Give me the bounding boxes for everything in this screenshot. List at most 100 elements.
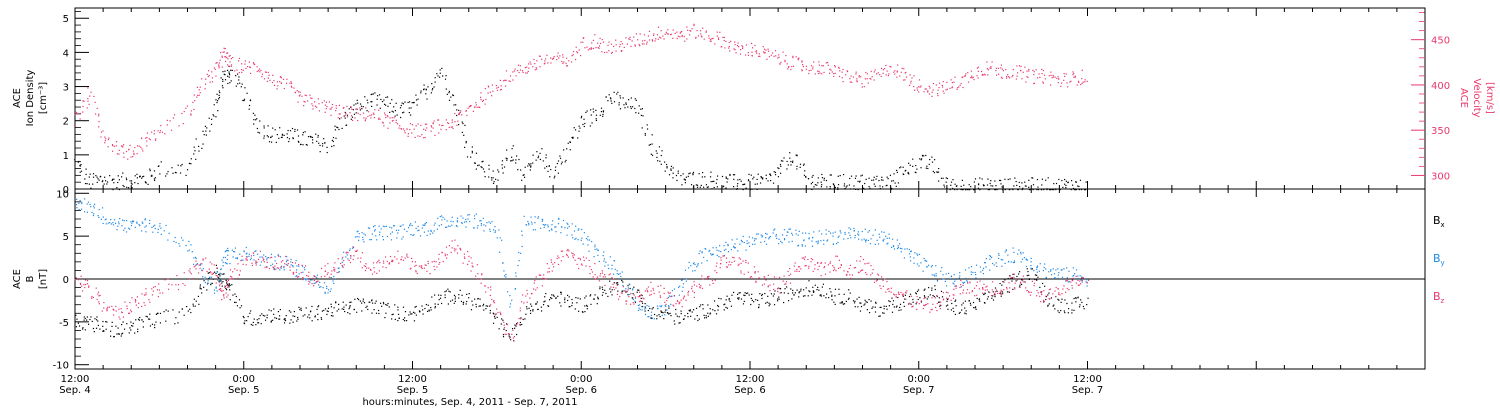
by-point [467,218,469,220]
velocity-point [611,51,613,53]
bx-point [453,302,455,304]
top-ylabel-line3: [cm⁻³] [38,82,49,114]
density-point [102,180,104,182]
bz-point [639,300,642,302]
velocity-point [254,63,256,66]
by-point [407,227,410,229]
density-point [696,184,699,186]
top-plot-area [73,23,1088,191]
velocity-point [454,121,456,123]
bx-point [679,322,681,324]
by-point [305,278,307,280]
bx-point [903,305,905,307]
by-point [216,271,219,273]
by-point [462,217,464,219]
bx-point [427,304,429,306]
density-point [560,163,563,165]
by-point [382,235,384,238]
bx-point [421,305,423,307]
velocity-point [280,82,283,84]
by-point [928,264,930,266]
bz-point [386,260,388,262]
bx-point [808,290,810,292]
density-point [420,90,422,92]
by-point [604,265,606,267]
by-point [118,221,120,223]
by-point [647,316,649,318]
bx-point [1073,297,1075,300]
by-point [1075,269,1078,271]
by-point [521,230,523,232]
velocity-point [566,65,569,67]
bx-point [666,312,669,314]
bx-point [337,303,340,306]
velocity-point [317,98,319,100]
velocity-point [817,70,819,72]
velocity-point [196,86,199,88]
density-point [222,87,224,89]
velocity-point [310,97,312,99]
bx-point [1009,275,1011,277]
velocity-point [879,74,881,76]
bz-point [229,278,231,280]
bx-point [203,286,205,288]
by-point [945,273,947,275]
bx-point [434,303,436,305]
density-point [1036,189,1038,191]
bx-point [102,330,104,332]
bz-point [302,276,304,279]
density-point [142,176,144,178]
velocity-point [458,113,460,116]
density-point [427,86,429,88]
by-point [571,223,573,225]
bz-point [531,293,533,295]
bz-point [363,265,365,267]
density-point [278,137,280,139]
velocity-point [724,47,726,49]
bz-point [823,267,825,269]
density-point [692,174,694,176]
density-point [235,75,237,77]
bx-point [961,309,963,311]
bz-point [804,265,806,267]
velocity-point [911,77,913,79]
bz-point [755,281,757,283]
bz-point [769,284,771,286]
density-point [341,127,343,130]
velocity-point [870,70,872,73]
density-point [586,110,588,112]
velocity-point [1077,80,1080,82]
bz-point [171,284,173,286]
by-point [277,254,279,256]
by-point [934,275,936,277]
bx-point [934,285,936,287]
velocity-point [951,87,953,89]
density-point [400,104,402,107]
by-point [401,238,403,240]
density-point [482,168,485,170]
density-point [994,189,997,191]
by-point [112,222,114,224]
bx-point [545,292,547,295]
density-point [595,119,598,122]
density-point [723,185,725,187]
velocity-point [115,145,117,147]
velocity-point [538,55,541,57]
density-point [641,108,644,110]
bx-point [460,300,463,303]
bx-point [447,303,449,305]
bx-point [883,312,885,314]
velocity-point [227,58,229,60]
bz-point [740,272,742,274]
velocity-point [838,75,841,78]
bx-point [343,306,345,308]
by-point [935,265,937,267]
bx-point [290,319,292,321]
density-point [583,118,585,120]
by-point [313,275,316,278]
bz-point [701,287,704,289]
density-point [692,173,694,175]
by-point [263,254,265,256]
bz-point [725,257,728,259]
density-point [554,175,556,177]
